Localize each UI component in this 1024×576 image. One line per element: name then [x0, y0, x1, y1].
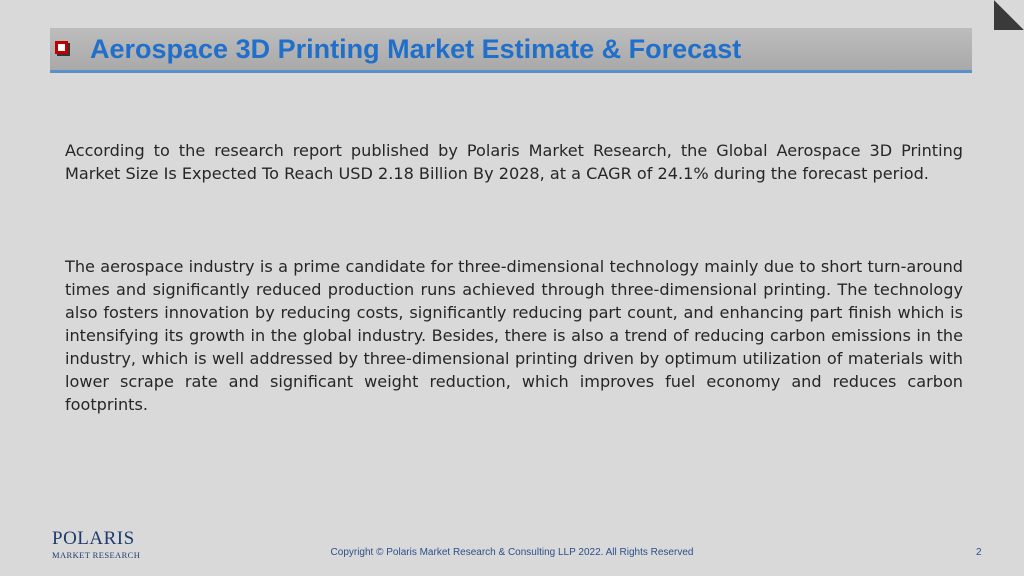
logo-wordmark: POLARIS: [52, 528, 135, 549]
checkbox-bullet-icon: [55, 41, 68, 54]
polaris-logo: POLARIS MARKET RESEARCH: [52, 528, 141, 563]
footer-copyright: Copyright © Polaris Market Research & Co…: [330, 547, 694, 558]
paragraph-market-size: According to the research report publish…: [65, 141, 963, 183]
page-number: 2: [976, 547, 982, 558]
paragraph-industry-drivers: The aerospace industry is a prime candid…: [65, 257, 963, 414]
page-corner-fold-icon: [994, 0, 1024, 30]
logo-tagline: MARKET RESEARCH: [52, 550, 141, 560]
slide-title-bar: Aerospace 3D Printing Market Estimate & …: [50, 28, 972, 73]
slide-title: Aerospace 3D Printing Market Estimate & …: [90, 34, 742, 64]
